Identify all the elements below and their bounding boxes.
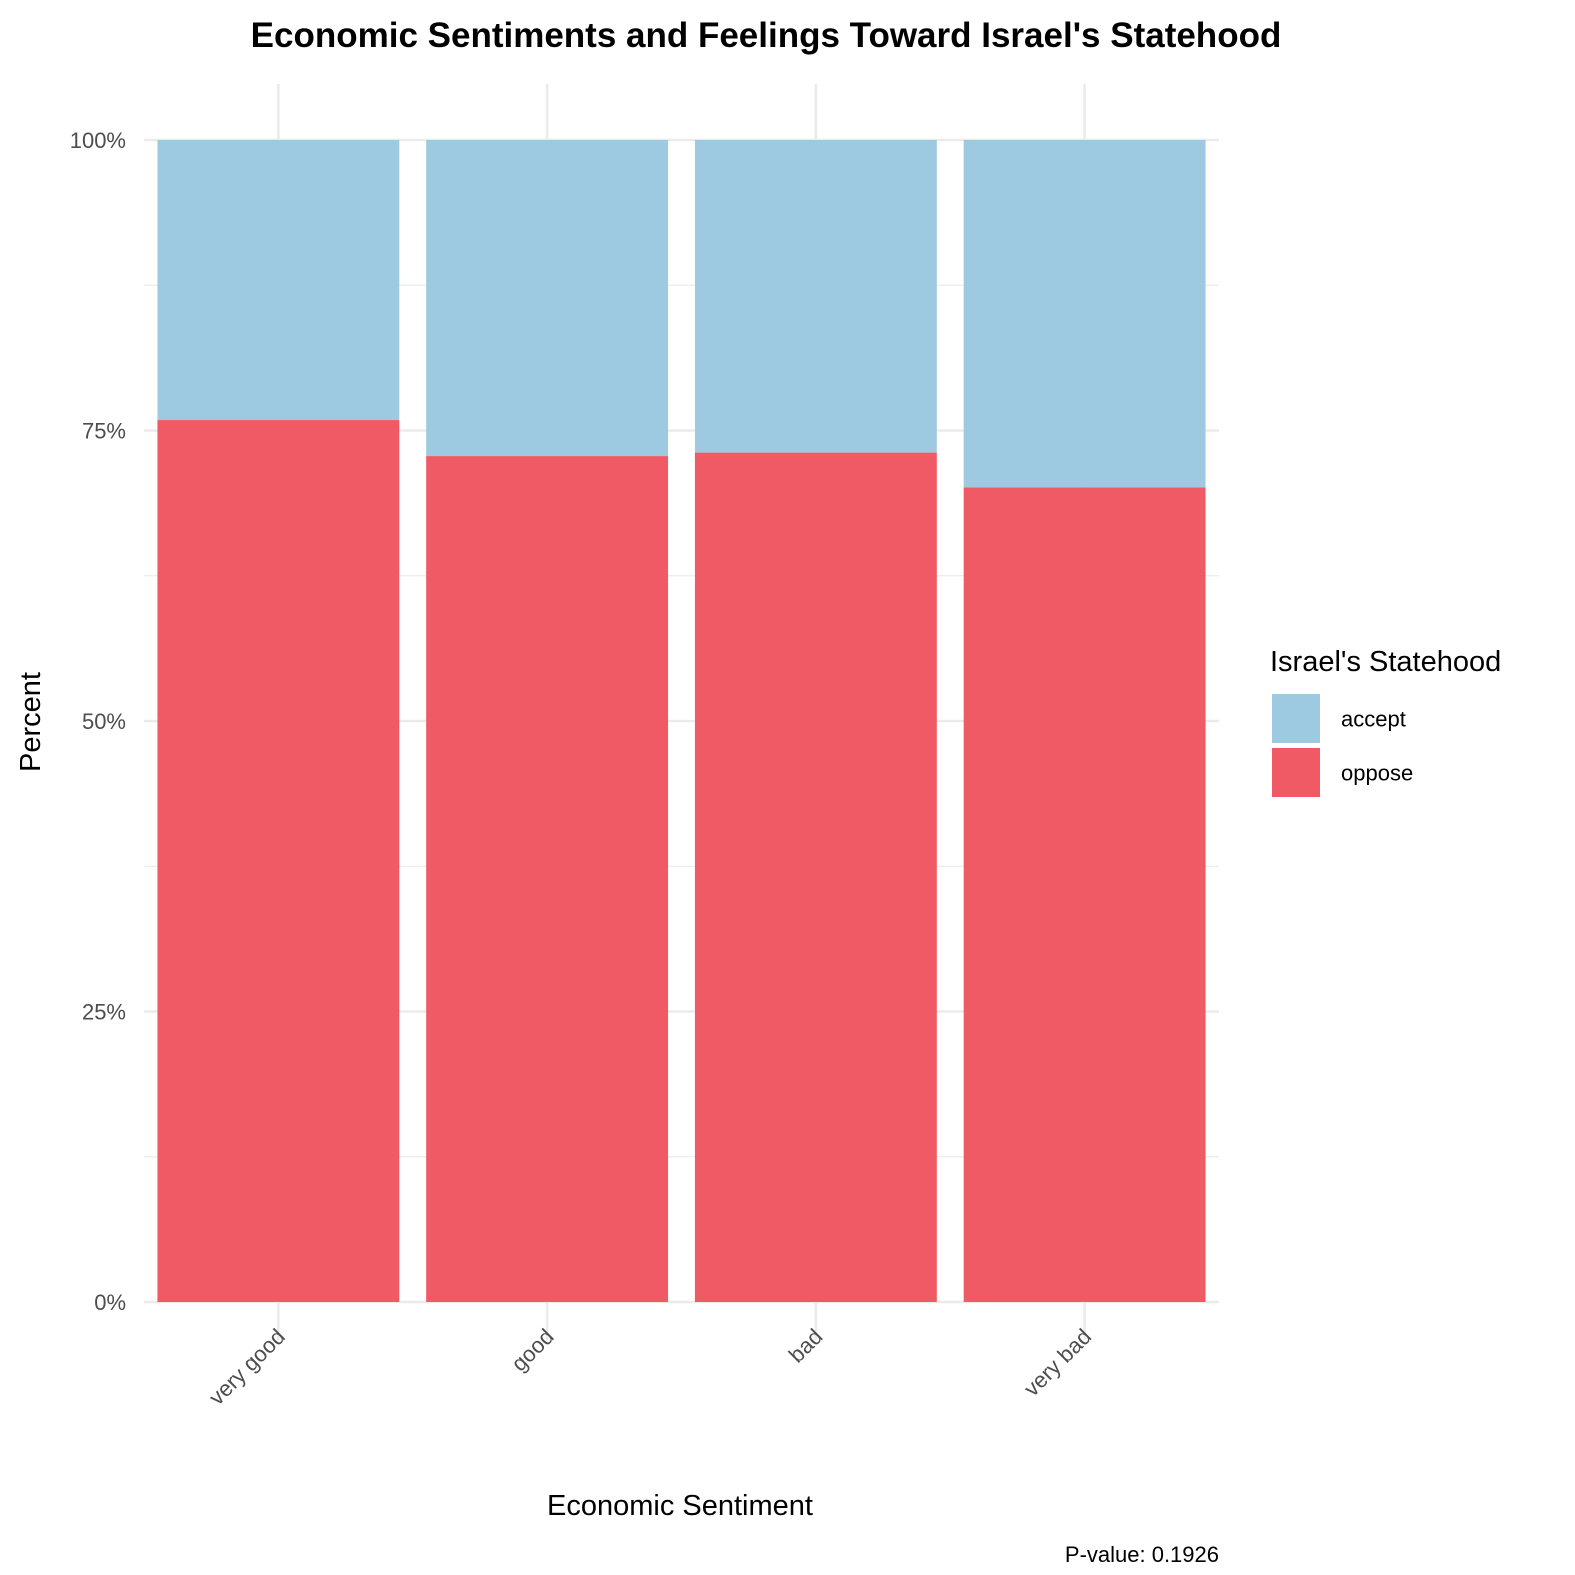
y-tick-label: 25% (82, 1000, 126, 1025)
x-tick-labels: very good good bad very bad (204, 1324, 1096, 1410)
bar-accept-good (426, 140, 669, 457)
legend-key-accept (1272, 694, 1320, 743)
legend-title: Israel's Statehood (1270, 646, 1501, 678)
bars (157, 140, 1206, 1303)
bar-oppose-very-good (157, 420, 400, 1302)
p-value-caption: P-value: 0.1926 (1065, 1542, 1219, 1567)
x-tick-label: very bad (1019, 1324, 1096, 1401)
x-tick-label: very good (204, 1324, 290, 1410)
legend-key-oppose (1272, 748, 1320, 797)
bar-oppose-very-bad (963, 487, 1206, 1302)
bar-oppose-bad (694, 452, 937, 1302)
bar-accept-bad (694, 140, 937, 453)
chart-title: Economic Sentiments and Feelings Toward … (251, 16, 1282, 55)
y-tick-label: 0% (94, 1290, 126, 1315)
y-tick-label: 75% (82, 419, 126, 444)
bar-oppose-good (426, 456, 669, 1303)
bar-accept-very-good (157, 140, 400, 421)
y-tick-label: 100% (70, 128, 126, 153)
x-tick-label: bad (784, 1324, 828, 1368)
x-axis-title: Economic Sentiment (547, 1490, 813, 1522)
bar-accept-very-bad (963, 140, 1206, 488)
legend-label-accept: accept (1341, 707, 1406, 732)
x-tick-label: good (506, 1324, 558, 1376)
y-tick-labels: 0% 25% 50% 75% 100% (70, 128, 126, 1315)
legend: Israel's Statehood accept oppose (1270, 646, 1501, 797)
y-axis-title: Percent (15, 672, 47, 772)
y-tick-label: 50% (82, 709, 126, 734)
legend-label-oppose: oppose (1341, 761, 1413, 786)
